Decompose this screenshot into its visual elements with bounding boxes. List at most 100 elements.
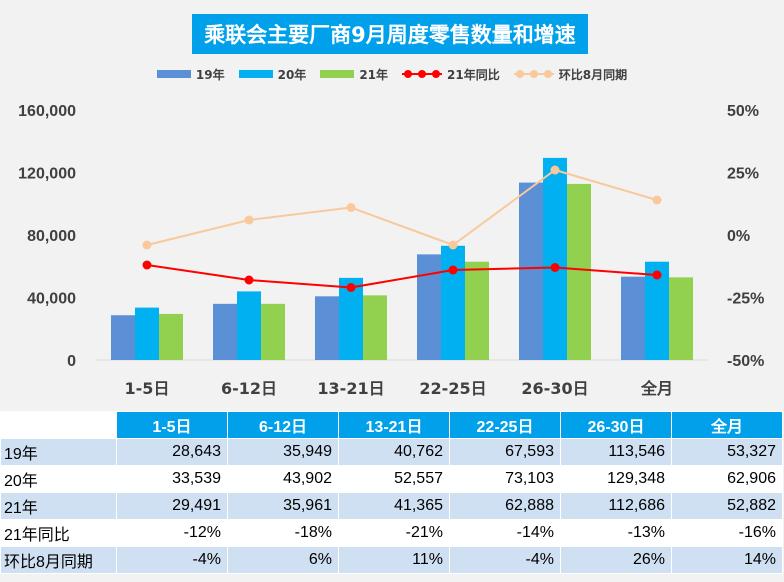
legend-item: 19年 <box>156 66 225 83</box>
bar <box>417 254 441 360</box>
bar <box>465 261 489 360</box>
x-tick-label: 6-12日 <box>221 379 277 398</box>
series-point <box>142 260 152 270</box>
table-cell: 29,491 <box>116 492 228 520</box>
table-cell: 14% <box>671 546 783 574</box>
y-left-tick-label: 40,000 <box>27 291 76 308</box>
series-point <box>448 265 458 275</box>
table-cell: 62,888 <box>449 492 561 520</box>
table-header-cell: 全月 <box>671 411 783 439</box>
chart-legend: 19年 20年 21年 21年同比 环比8月同期 <box>0 64 784 84</box>
bar <box>213 303 237 360</box>
table-cell: 113,546 <box>560 438 672 466</box>
table-cell: -18% <box>227 519 339 547</box>
y-right-tick-label: 25% <box>727 166 759 183</box>
bar <box>669 277 693 360</box>
series-point <box>448 240 458 250</box>
table-cell: 11% <box>338 546 450 574</box>
table-header-cell: 13-21日 <box>338 411 450 439</box>
y-right-tick-label: -25% <box>727 291 764 308</box>
legend-swatch <box>320 70 355 78</box>
table-cell: 43,902 <box>227 465 339 493</box>
series-point <box>652 270 662 280</box>
table-row-label: 环比8月同期 <box>0 546 117 574</box>
bar <box>159 313 183 360</box>
series-point <box>550 165 560 175</box>
table-header-cell: 22-25日 <box>449 411 561 439</box>
table-cell: -21% <box>338 519 450 547</box>
table-row: 20年 33,539 43,902 52,557 73,103 129,348 62,906 <box>0 465 783 493</box>
table-header-cell: 1-5日 <box>116 411 228 439</box>
legend-item: 环比8月同期 <box>513 66 627 83</box>
y-left-tick-label: 0 <box>67 353 76 370</box>
table-cell: 52,882 <box>671 492 783 520</box>
table-cell: -16% <box>671 519 783 547</box>
table-cell: -13% <box>560 519 672 547</box>
table-header-row: 1-5日 6-12日 13-21日 22-25日 26-30日 全月 <box>0 411 783 439</box>
legend-item: 20年 <box>238 66 307 83</box>
series-point <box>346 203 356 212</box>
series-line <box>146 168 658 247</box>
bar <box>621 276 645 360</box>
legend-swatch <box>513 69 554 79</box>
table-cell: 35,961 <box>227 492 339 520</box>
x-tick-label: 22-25日 <box>419 379 486 398</box>
table-row: 21年同比 -12% -18% -21% -14% -13% -16% <box>0 519 783 547</box>
table-row-label: 21年同比 <box>0 519 117 547</box>
table-cell: 26% <box>560 546 672 574</box>
table-cell: 53,327 <box>671 438 783 466</box>
bar <box>315 296 339 360</box>
table-row-label: 21年 <box>0 492 117 520</box>
series-point <box>550 263 560 272</box>
x-tick-label: 全月 <box>640 379 673 398</box>
table-cell: 67,593 <box>449 438 561 466</box>
table-cell: 52,557 <box>338 465 450 493</box>
series-point <box>244 275 254 285</box>
chart-area: 0 40,000 80,000 120,000 160,000 -50% -25% 0% 25%… <box>0 14 784 398</box>
legend-swatch <box>156 70 191 78</box>
table-cell: -14% <box>449 519 561 547</box>
table-row: 21年 29,491 35,961 41,365 62,888 112,686 52,882 <box>0 492 783 520</box>
chart-title: 乘联会主要厂商9月周度零售数量和增速 <box>192 14 588 54</box>
bar <box>261 303 285 360</box>
series-point <box>346 283 356 292</box>
table-cell: -4% <box>449 546 561 574</box>
y-right-tick-label: -50% <box>727 353 764 370</box>
data-table: 1-5日 6-12日 13-21日 22-25日 26-30日 全月 19年 28… <box>0 411 783 574</box>
chart-plot: 0 40,000 80,000 120,000 160,000 -50% -25% 0% 25%… <box>18 103 764 398</box>
table-cell: 129,348 <box>560 465 672 493</box>
legend-label: 21年 <box>359 67 389 82</box>
bar <box>543 157 567 360</box>
table-row-label: 20年 <box>0 465 117 493</box>
y-right-tick-label: 0% <box>727 228 750 245</box>
table-header-cell: 26-30日 <box>560 411 672 439</box>
series-point <box>142 240 152 250</box>
legend-swatch <box>238 70 273 78</box>
legend-label: 19年 <box>195 67 225 82</box>
series-point <box>652 195 662 205</box>
table-cell: 73,103 <box>449 465 561 493</box>
table-cell: -4% <box>116 546 228 574</box>
legend-item: 21年 <box>320 66 388 83</box>
table-header-cell: 6-12日 <box>227 411 339 439</box>
bar <box>135 307 159 360</box>
legend-label: 21年同比 <box>447 67 500 82</box>
y-left-tick-label: 160,000 <box>18 103 76 120</box>
bar <box>237 291 261 360</box>
table-row: 环比8月同期 -4% 6% 11% -4% 26% 14% <box>0 546 783 574</box>
table-cell: -12% <box>116 519 228 547</box>
series-line <box>146 264 658 289</box>
legend-item: 21年同比 <box>402 66 500 83</box>
x-tick-label: 1-5日 <box>125 379 170 398</box>
x-tick-label: 13-21日 <box>317 379 384 398</box>
table-cell: 41,365 <box>338 492 450 520</box>
x-tick-label: 26-30日 <box>521 379 588 398</box>
table-cell: 40,762 <box>338 438 450 466</box>
bar <box>519 182 543 360</box>
y-left-tick-label: 80,000 <box>27 228 76 245</box>
legend-label: 20年 <box>277 67 307 82</box>
bar <box>441 245 465 360</box>
bar <box>567 183 591 360</box>
table-cell: 35,949 <box>227 438 339 466</box>
legend-swatch <box>402 69 443 79</box>
